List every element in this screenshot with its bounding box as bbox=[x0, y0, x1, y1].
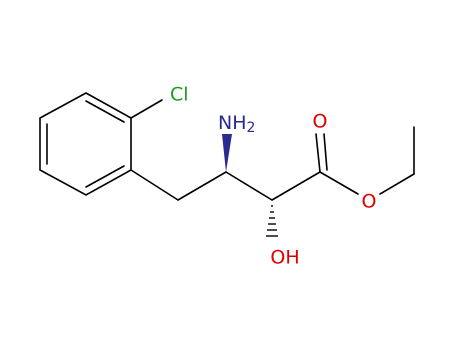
hashed-bond bbox=[266, 205, 278, 237]
double-bond bbox=[315, 133, 321, 173]
atom-label: O bbox=[362, 191, 377, 213]
wedge-bond bbox=[222, 134, 232, 172]
atom-label: NH2 bbox=[218, 112, 255, 137]
aromatic-double-bond bbox=[85, 165, 125, 188]
bond bbox=[319, 171, 359, 195]
aromatic-double-bond bbox=[85, 100, 125, 123]
bond bbox=[130, 99, 163, 119]
bond bbox=[379, 173, 415, 195]
bond bbox=[271, 171, 321, 201]
atom-label-subscript: 2 bbox=[247, 120, 256, 136]
bond bbox=[225, 171, 273, 201]
double-bond bbox=[323, 133, 328, 171]
atom-label: O bbox=[313, 111, 328, 133]
atom-label: OH bbox=[270, 247, 299, 269]
benzene-ring bbox=[39, 92, 132, 196]
bonds bbox=[39, 92, 415, 237]
atom-label-main: NH bbox=[218, 112, 247, 134]
atom-label: Cl bbox=[170, 84, 189, 106]
bond bbox=[177, 171, 227, 201]
bond bbox=[130, 169, 179, 201]
